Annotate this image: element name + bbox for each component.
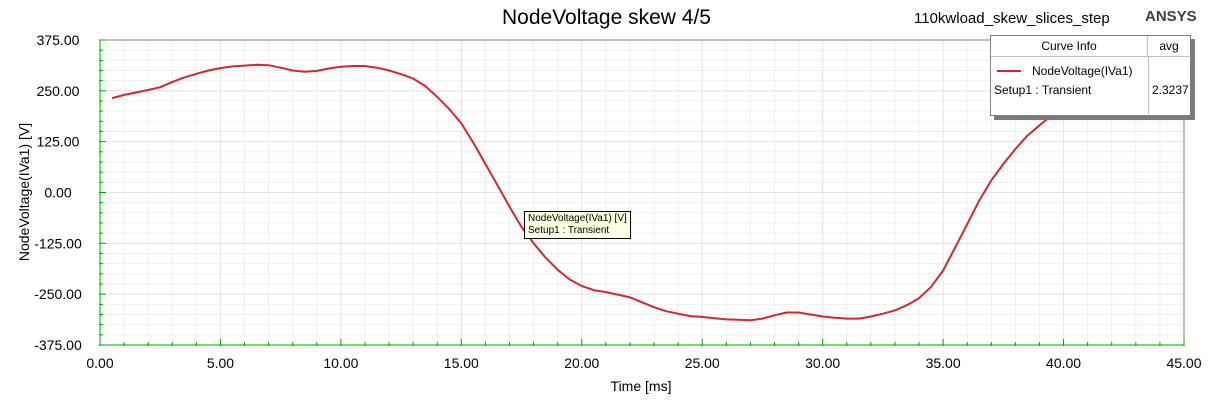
x-tick-label: 15.00 [444, 355, 479, 371]
series-line-nodevoltage[interactable] [111, 63, 1065, 322]
legend-series-setup: Setup1 : Transient [994, 83, 1092, 97]
y-tick-label: -375.00 [34, 337, 82, 353]
x-tick-label: 20.00 [564, 355, 599, 371]
curve-tooltip: NodeVoltage(IVa1) [V] Setup1 : Transient [524, 211, 631, 239]
legend-header-curve-info[interactable]: Curve Info [991, 36, 1148, 57]
x-tick-label: 30.00 [805, 355, 840, 371]
legend-series-avg-cell: 2.3237 [1148, 57, 1191, 114]
y-tick-labels: 375.00 250.00 125.00 0.00 -125.00 -250.00 -375… [34, 32, 82, 353]
x-tick-label: 45.00 [1166, 355, 1201, 371]
y-tick-label: 250.00 [37, 83, 80, 99]
legend-series-avg-value: 2.3237 [1152, 83, 1189, 97]
x-axis-label: Time [ms] [610, 378, 672, 394]
series-layer [111, 63, 1065, 322]
curve-info-legend[interactable]: Curve Info avg NodeVoltage(IVa1) Setup1 … [990, 35, 1191, 116]
legend-header-avg[interactable]: avg [1148, 36, 1190, 57]
ansys-logo: ANSYS [1145, 8, 1197, 25]
y-tick-label: -125.00 [34, 235, 82, 251]
x-tick-label: 25.00 [685, 355, 720, 371]
y-tick-label: 375.00 [37, 32, 80, 48]
y-axis-label: NodeVoltage(IVa1) [V] [16, 122, 32, 262]
x-tick-label: 10.00 [323, 355, 358, 371]
x-tick-label: 40.00 [1046, 355, 1081, 371]
legend-series-name[interactable]: NodeVoltage(IVa1) [1032, 64, 1133, 78]
legend-series-swatch [997, 70, 1021, 72]
y-tick-label: 0.00 [44, 185, 71, 201]
x-tick-label: 0.00 [86, 355, 113, 371]
y-tick-label: -250.00 [34, 286, 82, 302]
chart-title: NodeVoltage skew 4/5 [502, 6, 711, 29]
axis-ticks [99, 39, 1185, 346]
x-tick-label: 5.00 [207, 355, 234, 371]
tooltip-line-2: Setup1 : Transient [528, 225, 610, 236]
y-tick-label: 125.00 [37, 134, 80, 150]
x-tick-label: 35.00 [926, 355, 961, 371]
tooltip-line-1: NodeVoltage(IVa1) [V] [528, 213, 627, 224]
x-tick-labels: 0.00 5.00 10.00 15.00 20.00 25.00 30.00 35.00 40… [86, 355, 1201, 371]
project-name: 110kwload_skew_slices_step [914, 10, 1110, 27]
